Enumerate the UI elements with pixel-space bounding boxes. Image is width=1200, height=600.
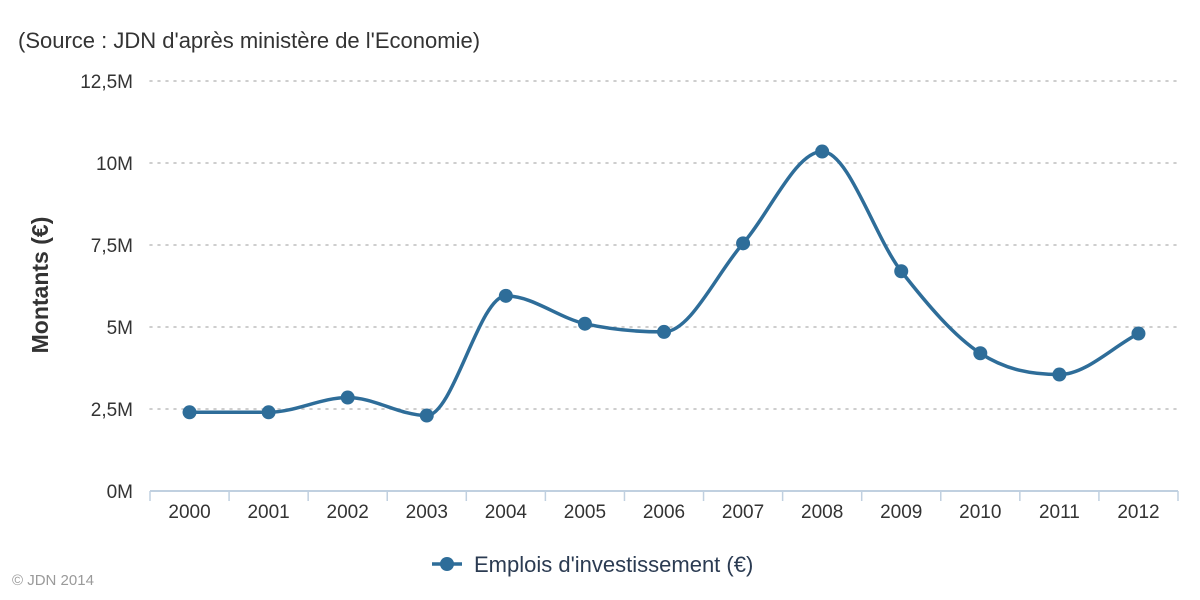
y-tick-label: 7,5M (91, 236, 133, 257)
y-tick-label: 2,5M (91, 400, 133, 421)
legend-label: Emplois d'investissement (€) (474, 552, 753, 577)
data-point[interactable] (736, 236, 751, 251)
data-point[interactable] (1131, 326, 1146, 341)
y-axis-label: Montants (€) (27, 217, 53, 354)
y-tick-label: 12,5M (80, 72, 133, 93)
legend[interactable]: Emplois d'investissement (€) (432, 552, 753, 577)
x-tick-label: 2005 (564, 502, 606, 523)
x-tick-label: 2007 (722, 502, 764, 523)
y-tick-label: 5M (107, 318, 133, 339)
x-tick-label: 2001 (247, 502, 289, 523)
legend-marker-swatch (440, 557, 454, 571)
data-point[interactable] (340, 390, 355, 405)
x-tick-label: 2011 (1039, 502, 1080, 523)
data-point[interactable] (1052, 367, 1067, 382)
chart-source-note: (Source : JDN d'après ministère de l'Eco… (18, 28, 481, 53)
data-point[interactable] (419, 408, 434, 423)
x-tick-label: 2010 (959, 502, 1001, 523)
x-tick-label: 2002 (327, 502, 369, 523)
x-tick-label: 2006 (643, 502, 685, 523)
data-point[interactable] (657, 324, 671, 339)
x-tick-label: 2008 (801, 502, 843, 523)
data-point[interactable] (498, 288, 513, 303)
y-tick-label: 10M (96, 154, 133, 175)
x-tick-label: 2000 (168, 502, 210, 523)
data-point[interactable] (261, 405, 276, 420)
y-axis-ticks: 0M 2,5M 5M 7,5M 10M 12,5M (80, 72, 133, 503)
data-points (182, 144, 1146, 423)
data-point[interactable] (815, 144, 830, 159)
grid-lines (149, 80, 1179, 410)
data-point[interactable] (182, 405, 197, 420)
series-line (189, 149, 1140, 418)
data-point[interactable] (973, 346, 988, 361)
y-tick-label: 0M (107, 482, 133, 503)
x-tick-label: 2012 (1117, 502, 1159, 523)
x-axis: 2000 2001 2002 2003 2004 2005 2006 2007 2008 2009… (149, 490, 1179, 523)
x-tick-label: 2004 (485, 502, 528, 523)
copyright-notice: © JDN 2014 (12, 572, 94, 589)
data-point[interactable] (894, 264, 909, 279)
x-tick-label: 2009 (880, 502, 922, 523)
data-point[interactable] (577, 316, 592, 331)
x-tick-label: 2003 (406, 502, 448, 523)
